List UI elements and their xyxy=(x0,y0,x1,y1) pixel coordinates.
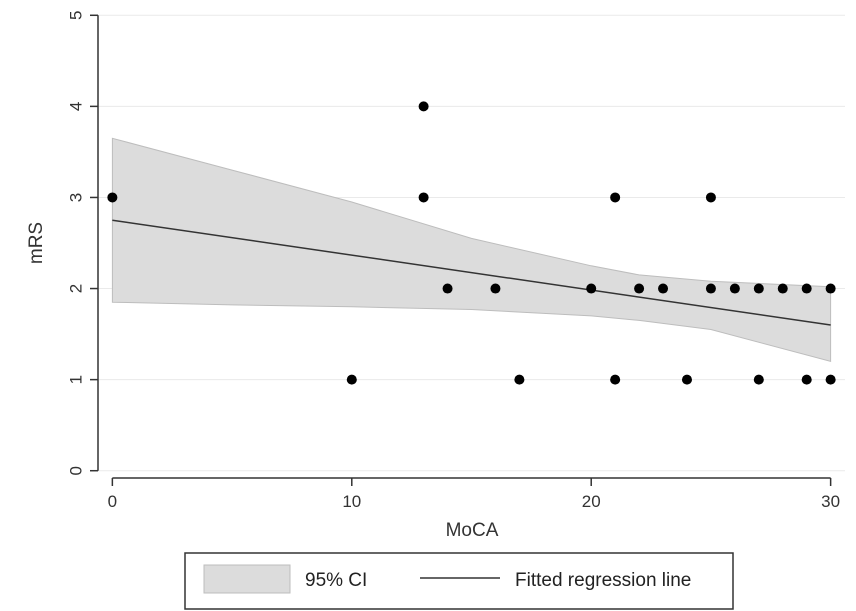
data-point-8 xyxy=(610,192,621,203)
data-points xyxy=(107,101,836,385)
data-point-5 xyxy=(490,283,501,294)
legend-ci-swatch xyxy=(203,564,291,594)
data-point-4 xyxy=(442,283,453,294)
data-point-20 xyxy=(801,374,812,385)
y-tick-label-3: 3 xyxy=(67,193,86,202)
y-axis-title: mRS xyxy=(26,222,47,264)
y-tick-label-5: 5 xyxy=(67,11,86,20)
x-tick-label-20: 20 xyxy=(582,492,601,511)
data-point-17 xyxy=(753,374,764,385)
data-point-13 xyxy=(705,192,716,203)
legend: 95% CI Fitted regression line xyxy=(184,552,734,610)
data-point-0 xyxy=(107,192,118,203)
data-point-11 xyxy=(658,283,669,294)
y-tick-label-4: 4 xyxy=(67,102,86,111)
data-point-3 xyxy=(418,192,429,203)
data-point-10 xyxy=(634,283,645,294)
data-point-21 xyxy=(825,283,836,294)
data-point-2 xyxy=(418,101,429,112)
data-point-19 xyxy=(801,283,812,294)
x-tick-label-0: 0 xyxy=(108,492,117,511)
data-point-22 xyxy=(825,374,836,385)
y-tick-label-1: 1 xyxy=(67,375,86,384)
data-point-15 xyxy=(729,283,740,294)
data-point-18 xyxy=(777,283,788,294)
x-tick-label-10: 10 xyxy=(342,492,361,511)
data-point-14 xyxy=(705,283,716,294)
legend-ci-label: 95% CI xyxy=(305,570,367,591)
x-axis-title: MoCA xyxy=(446,520,499,541)
confidence-band xyxy=(111,137,832,363)
confidence-band-layer xyxy=(111,137,832,363)
data-point-1 xyxy=(346,374,357,385)
y-tick-label-2: 2 xyxy=(67,284,86,293)
legend-line-label: Fitted regression line xyxy=(515,570,691,591)
regression-line xyxy=(112,219,831,326)
data-point-6 xyxy=(514,374,525,385)
data-point-12 xyxy=(681,374,692,385)
data-point-7 xyxy=(586,283,597,294)
axes: 0 1 2 3 4 5 0 10 20 30 xyxy=(67,11,841,511)
data-point-16 xyxy=(753,283,764,294)
regression-line-layer xyxy=(112,219,831,326)
x-tick-label-30: 30 xyxy=(821,492,840,511)
data-point-9 xyxy=(610,374,621,385)
y-tick-label-0: 0 xyxy=(67,466,86,475)
